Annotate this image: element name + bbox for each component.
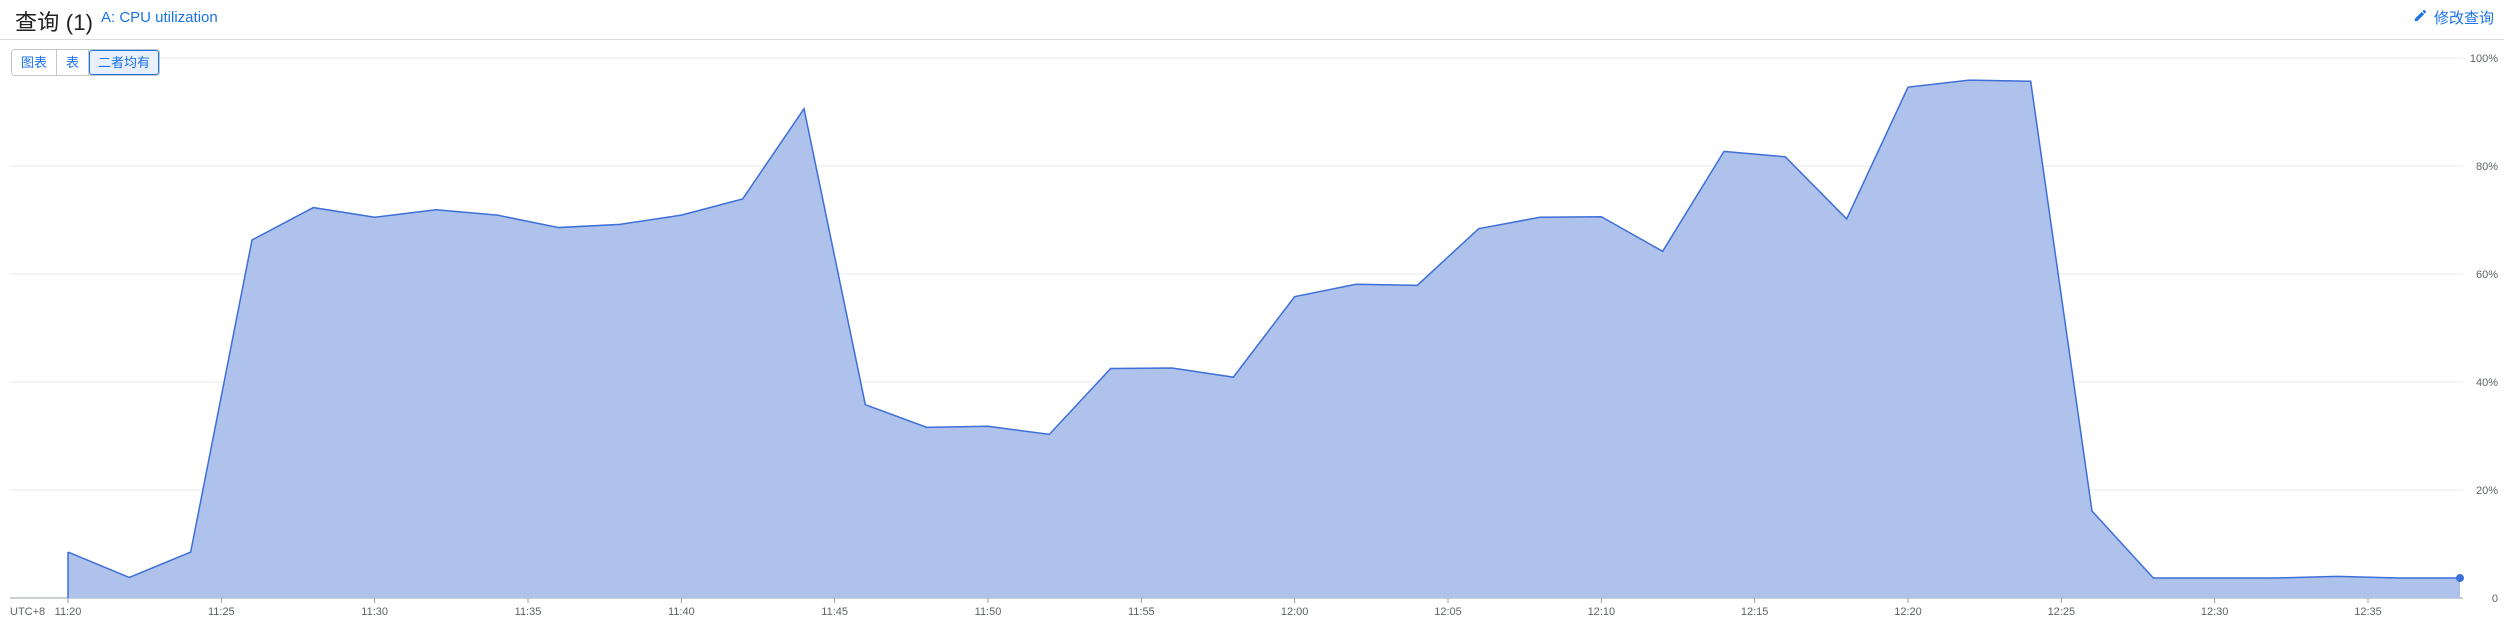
x-tick-label: 12:20 xyxy=(1894,606,1922,618)
y-tick-label: 80% xyxy=(2476,161,2498,173)
page-title: 查询 (1) xyxy=(15,10,94,35)
edit-query-button[interactable]: 修改查询 xyxy=(2413,7,2494,28)
x-tick-label: 11:20 xyxy=(55,606,82,618)
view-option-chart[interactable]: 图表 xyxy=(12,50,58,75)
x-tick-label: 11:50 xyxy=(975,606,1002,618)
y-tick-label: 60% xyxy=(2476,269,2498,281)
view-option-table[interactable]: 表 xyxy=(57,50,90,75)
x-tick-label: 12:05 xyxy=(1434,606,1462,618)
x-tick-label: 12:35 xyxy=(2354,606,2382,618)
x-tick-label: 11:25 xyxy=(208,606,235,618)
y-tick-label: 0 xyxy=(2492,593,2498,605)
series-end-point xyxy=(2456,574,2464,583)
edit-query-label: 修改查询 xyxy=(2433,10,2494,27)
y-tick-label: 40% xyxy=(2476,377,2498,389)
pencil-icon xyxy=(2413,8,2428,27)
series-area xyxy=(68,80,2460,598)
x-tick-label: 11:40 xyxy=(668,606,695,618)
view-toggle: 图表 表 二者均有 xyxy=(11,49,161,76)
timezone-label: UTC+8 xyxy=(10,606,45,618)
x-tick-label: 11:35 xyxy=(515,606,542,618)
x-tick-label: 12:10 xyxy=(1588,606,1616,618)
x-tick-label: 12:30 xyxy=(2201,606,2229,618)
x-tick-label: 11:30 xyxy=(361,606,388,618)
y-tick-label: 100% xyxy=(2470,53,2498,65)
header-bar: 查询 (1) A: CPU utilization 修改查询 xyxy=(0,0,2504,40)
x-tick-label: 11:55 xyxy=(1128,606,1155,618)
x-tick-label: 12:25 xyxy=(2048,606,2076,618)
view-option-both[interactable]: 二者均有 xyxy=(89,50,160,75)
x-tick-label: 12:15 xyxy=(1741,606,1769,618)
query-link[interactable]: A: CPU utilization xyxy=(101,9,218,26)
series-line xyxy=(67,79,2460,579)
x-tick-label: 11:45 xyxy=(821,606,848,618)
y-tick-label: 20% xyxy=(2476,485,2498,497)
x-tick-label: 12:00 xyxy=(1281,606,1309,618)
